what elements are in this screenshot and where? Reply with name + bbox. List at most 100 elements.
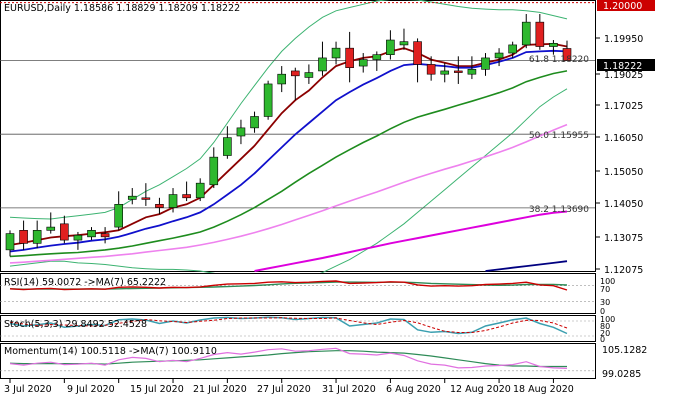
date-label: 9 Jul 2020	[67, 384, 115, 395]
date-label: 21 Jul 2020	[193, 384, 247, 395]
momentum-panel-frame	[0, 343, 596, 379]
price-tick: 1.19950	[604, 34, 643, 45]
candle-bearish	[454, 70, 463, 73]
fib-level-50-0-label: 50.0 1.15955	[529, 131, 589, 141]
momentum-ma-line	[9, 350, 567, 368]
price-tick: 1.12075	[604, 265, 643, 276]
candle-bullish	[73, 234, 83, 241]
fib-level-38-2-label: 38.2 1.13690	[529, 205, 589, 215]
candlesticks	[5, 14, 572, 257]
rsi-lines	[0, 280, 595, 302]
candle-bullish	[46, 226, 56, 231]
candle-bearish	[535, 21, 545, 47]
rsi-header: RSI(14) 59.0072 ->MA(7) 65.2222	[4, 277, 166, 288]
rsi-tick: 30	[600, 298, 610, 307]
candle-bullish	[250, 116, 259, 129]
candle-bearish	[345, 47, 354, 68]
main-panel-frame	[0, 0, 596, 272]
candle-bearish	[19, 230, 28, 244]
candle-bullish	[127, 195, 137, 200]
candle-bullish	[195, 182, 205, 199]
date-label: 18 Aug 2020	[513, 384, 574, 395]
candle-bullish	[549, 42, 558, 47]
ema-navy-line	[485, 260, 568, 272]
candle-bullish	[318, 57, 327, 72]
candle-bullish	[467, 69, 477, 75]
candle-bullish	[263, 83, 273, 117]
candle-bearish	[562, 48, 572, 61]
momentum-panel[interactable]: Momentum(14) 100.5118 ->MA(7) 100.9110 1…	[0, 343, 647, 381]
date-label: 31 Jul 2020	[322, 384, 376, 395]
candle-bearish	[426, 64, 436, 75]
candle-bullish	[386, 39, 395, 55]
candle-bullish	[508, 44, 517, 54]
ema-violet-line	[9, 123, 568, 264]
price-tick: 1.15050	[604, 167, 643, 178]
date-label: 6 Aug 2020	[386, 384, 441, 395]
price-tick: 1.16050	[604, 133, 643, 144]
moving-averages	[9, 42, 568, 272]
ema-magenta-line	[254, 210, 568, 272]
time-ticks	[9, 379, 554, 383]
fib-level-61-8-label: 61.8 1.18220	[529, 55, 589, 65]
candle-bullish	[331, 47, 341, 59]
candle-bullish	[304, 72, 314, 78]
stoch-tick: 0	[600, 335, 605, 344]
candle-bearish	[413, 41, 422, 65]
candle-bearish	[141, 197, 151, 200]
rsi-panel[interactable]: RSI(14) 59.0072 ->MA(7) 65.2222 100 70 3…	[0, 273, 615, 317]
rsi-tick: 70	[600, 285, 610, 294]
candle-bullish	[5, 233, 15, 251]
price-axis[interactable]: 1.19950 1.19025 1.17025 1.16050 1.15050 …	[596, 0, 655, 276]
rsi-line	[9, 280, 568, 291]
date-label: 15 Jul 2020	[130, 384, 184, 395]
momentum-lines	[0, 347, 595, 372]
momentum-tick: 105.1282	[602, 345, 647, 356]
stochastic-panel[interactable]: Stoch(5,3,3) 29.8492 52.4528 100 80 20 0	[0, 315, 615, 344]
candle-bearish	[155, 204, 164, 208]
ema-blue-line	[9, 49, 568, 253]
stochastic-lines	[0, 316, 595, 337]
date-label: 12 Aug 2020	[450, 384, 511, 395]
candle-bullish	[32, 230, 42, 244]
candle-bullish	[114, 204, 123, 228]
stoch-d-line	[9, 317, 568, 333]
candle-bullish	[236, 127, 246, 137]
candle-bullish	[399, 41, 409, 46]
momentum-line	[9, 347, 568, 369]
price-tick: 1.19025	[604, 70, 643, 81]
candle-bullish	[277, 73, 287, 85]
main-price-panel[interactable]: EURUSD,Daily 1.18586 1.18829 1.18209 1.1…	[0, 0, 596, 283]
price-tick: 1.17025	[604, 101, 643, 112]
rsi-tick: 0	[600, 307, 605, 316]
candle-bullish	[494, 52, 504, 59]
current-price-box	[597, 59, 655, 71]
candle-bearish	[182, 194, 191, 199]
candle-bullish	[209, 156, 219, 186]
price-tick: 1.14050	[604, 199, 643, 210]
bollinger-upper	[9, 0, 568, 220]
candle-bullish	[223, 137, 232, 156]
main-chart-header: EURUSD,Daily 1.18586 1.18829 1.18209 1.1…	[4, 3, 240, 14]
candle-bullish	[481, 57, 490, 70]
current-price-label: 1.18222	[603, 61, 642, 72]
top-price-box	[597, 0, 655, 11]
candle-bullish	[87, 230, 96, 238]
momentum-header: Momentum(14) 100.5118 ->MA(7) 100.9110	[4, 346, 217, 357]
date-label: 27 Jul 2020	[257, 384, 311, 395]
rsi-panel-frame	[0, 273, 596, 314]
stoch-tick: 20	[600, 329, 610, 338]
candle-bearish	[60, 223, 69, 241]
top-price-label: 1.20000	[603, 1, 642, 12]
date-label: 3 Jul 2020	[4, 384, 52, 395]
ema-red-line	[9, 42, 568, 246]
candle-bearish	[100, 233, 110, 238]
momentum-tick: 99.0285	[602, 369, 641, 380]
candle-bullish	[168, 194, 178, 208]
stoch-tick: 80	[600, 322, 610, 331]
time-axis: 3 Jul 2020 9 Jul 2020 15 Jul 2020 21 Jul…	[4, 379, 574, 395]
candle-bearish	[290, 70, 300, 77]
candle-bullish	[521, 21, 531, 46]
stoch-k-line	[9, 316, 568, 335]
